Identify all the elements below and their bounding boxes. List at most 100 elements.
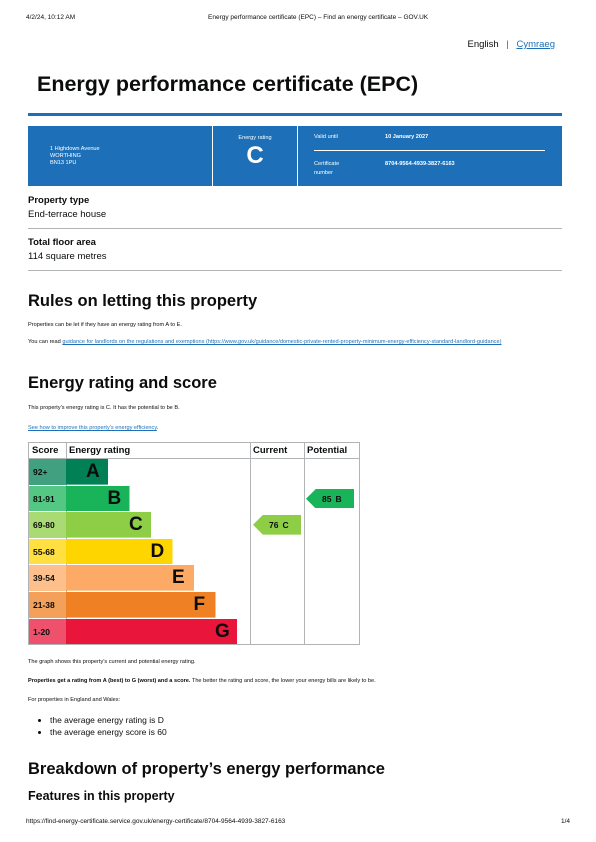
language-switch: English | Cymraeg xyxy=(468,39,555,50)
score-label: 39-54 xyxy=(33,573,55,584)
band-letter: A xyxy=(86,461,100,482)
summary-box: 1 Highdown Avenue WORTHING BN13 1PU Ener… xyxy=(28,126,562,186)
address-line: WORTHING xyxy=(50,153,81,159)
paragraph: Properties can be let if they have an en… xyxy=(28,322,182,328)
property-label: Total floor area xyxy=(28,237,96,248)
section-heading: Breakdown of property’s energy performan… xyxy=(28,760,385,778)
rating-band xyxy=(66,512,151,538)
score-cell xyxy=(29,485,66,512)
rating-cell: Energy rating C xyxy=(212,126,298,186)
rating: C xyxy=(246,142,264,169)
paragraph: For properties in England and Wales: xyxy=(28,697,121,703)
band-letter: D xyxy=(150,540,165,562)
band-fill xyxy=(66,618,237,645)
rating-band xyxy=(66,592,216,618)
band-fill xyxy=(66,592,216,618)
print-title: Energy performance certificate (EPC) – F… xyxy=(208,14,429,21)
current-label: 76 C xyxy=(269,520,289,530)
certificate-number: 8704-9564-4939-3827-6163 xyxy=(385,161,455,167)
score-cell xyxy=(29,565,66,591)
page-title: Energy performance certificate (EPC) xyxy=(37,72,419,96)
score-cell xyxy=(29,459,66,485)
print-date: 4/2/24, 10:12 AM xyxy=(26,14,76,21)
band-fill xyxy=(66,565,194,591)
potential-score: 85 xyxy=(322,493,332,504)
column-header: Energy rating xyxy=(69,445,131,456)
score-label: 55-68 xyxy=(33,546,55,557)
page-number: 1/4 xyxy=(560,818,570,825)
title-underline xyxy=(28,113,562,116)
valid-until: 10 January 2027 xyxy=(385,134,429,140)
text: Properties get a rating from A (best) to… xyxy=(28,678,191,684)
score-label: 81-91 xyxy=(33,493,55,504)
column-divider xyxy=(304,443,305,644)
band-letter: C xyxy=(129,514,143,536)
address-line: BN13 1PU xyxy=(50,160,77,166)
footer-url: https://find-energy-certificate.service.… xyxy=(26,818,286,825)
list-item: the average energy rating is D xyxy=(50,714,167,726)
property-value: End-terrace house xyxy=(28,209,107,220)
band-letter: F xyxy=(193,594,206,615)
column-header: Potential xyxy=(307,445,348,456)
list-item: the average energy score is 60 xyxy=(50,726,167,738)
certificate-label: Certificate number xyxy=(314,161,340,176)
rating-table: Score Energy rating Current Potential 92+ A 81… xyxy=(28,442,360,645)
column-divider xyxy=(250,443,251,644)
potential-rating: B xyxy=(335,493,342,504)
score-label: 1-20 xyxy=(33,626,51,637)
section-heading: Rules on letting this property xyxy=(28,292,258,310)
potential-label: 85 B xyxy=(322,494,342,504)
averages-list: the average energy rating is D the avera… xyxy=(28,714,167,738)
score-cell xyxy=(29,538,66,565)
text: . xyxy=(156,425,159,431)
section-heading: Energy rating and score xyxy=(28,374,217,392)
address-line: 1 Highdown Avenue xyxy=(50,146,100,152)
band-letter: B xyxy=(107,487,122,509)
divider xyxy=(314,150,545,151)
band-fill xyxy=(66,485,130,512)
current-arrow xyxy=(253,515,301,535)
score-cell xyxy=(29,618,66,645)
header-divider xyxy=(29,458,359,459)
band-letter: E xyxy=(172,567,185,589)
paragraph: This property’s energy rating is C. It h… xyxy=(28,405,180,411)
score-label: 21-38 xyxy=(33,600,55,610)
column-header: Current xyxy=(253,445,288,456)
rating-band xyxy=(66,459,108,485)
divider xyxy=(28,270,562,271)
column-header: Score xyxy=(32,445,59,456)
property-value: 114 square metres xyxy=(28,251,107,262)
guidance-link[interactable]: guidance for landlords on the regulation… xyxy=(62,339,502,345)
score-label: 69-80 xyxy=(33,520,55,531)
language-link[interactable]: Cymraeg xyxy=(516,39,555,50)
separator: | xyxy=(506,39,509,50)
improve-link[interactable]: See how to improve this property’s energ… xyxy=(28,425,157,431)
rating-label: Energy rating xyxy=(238,135,272,141)
divider xyxy=(28,228,562,229)
valid-until-label: Valid until xyxy=(314,134,338,140)
paragraph: The graph shows this property’s current … xyxy=(28,659,196,665)
score-cell xyxy=(29,512,66,538)
current-rating: C xyxy=(282,520,289,531)
score-label: 92+ xyxy=(33,467,48,477)
arrow-fill xyxy=(306,488,354,509)
band-fill xyxy=(66,538,173,565)
potential-arrow xyxy=(306,488,354,509)
current-score: 76 xyxy=(269,520,279,531)
rating-band xyxy=(66,485,130,512)
band-fill xyxy=(66,512,151,538)
arrow-fill xyxy=(253,515,301,535)
paragraph: You can read guidance for landlords on t… xyxy=(28,338,562,347)
paragraph: See how to improve this property’s energ… xyxy=(28,425,158,431)
language-current: English xyxy=(467,39,499,50)
rating-band xyxy=(66,565,194,591)
band-fill xyxy=(66,459,108,485)
property-label: Property type xyxy=(28,195,90,206)
rating-band xyxy=(66,618,237,645)
rating-band xyxy=(66,538,173,565)
address: 1 Highdown Avenue WORTHING BN13 1PU xyxy=(50,146,100,167)
text: You can read xyxy=(28,339,61,345)
text: The better the rating and score, the low… xyxy=(191,678,376,684)
band-letter: G xyxy=(215,620,230,642)
